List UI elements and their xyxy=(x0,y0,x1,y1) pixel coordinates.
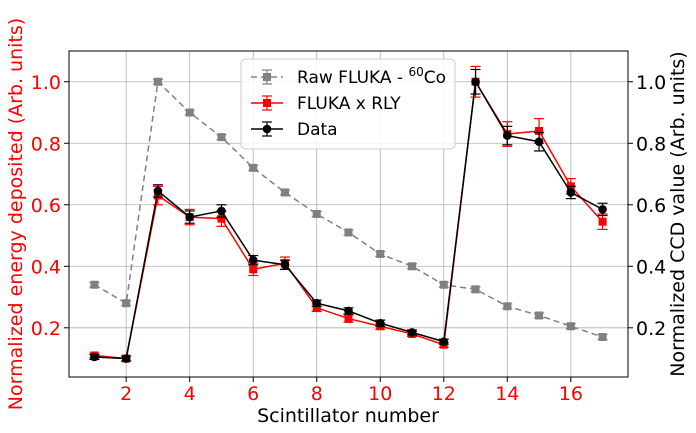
data-point xyxy=(121,354,131,363)
legend-item-2: FLUKA x RLY xyxy=(251,94,401,114)
y-left-tick-label: 0.8 xyxy=(31,133,61,155)
data-point xyxy=(471,285,480,294)
data-point xyxy=(598,205,607,214)
y-right-tick-label: 0.8 xyxy=(636,133,666,155)
data-point xyxy=(439,280,448,289)
data-point xyxy=(312,210,321,218)
data-point xyxy=(344,306,353,316)
x-tick-label: 14 xyxy=(495,383,519,405)
legend-label: FLUKA x RLY xyxy=(297,94,401,114)
data-point xyxy=(312,298,322,308)
x-tick-label: 8 xyxy=(311,383,323,405)
x-axis-label: Scintillator number xyxy=(257,405,439,427)
data-point xyxy=(375,318,385,328)
data-point xyxy=(535,126,544,135)
data-point xyxy=(217,133,226,142)
legend-marker xyxy=(262,124,272,134)
data-point xyxy=(376,249,385,258)
y-left-tick-label: 0.2 xyxy=(31,318,61,340)
data-point xyxy=(249,265,258,274)
data-point xyxy=(439,337,449,346)
legend-box xyxy=(240,58,456,150)
y-right-tick-label: 0.6 xyxy=(636,195,666,217)
y-left-tick-label: 0.4 xyxy=(31,256,61,278)
data-point xyxy=(344,314,353,323)
data-point xyxy=(122,299,131,308)
data-point xyxy=(185,212,194,222)
data-point xyxy=(503,131,512,140)
legend-marker xyxy=(263,99,271,107)
legend-label: Raw FLUKA - 60Co xyxy=(297,65,446,88)
x-tick-label: 2 xyxy=(120,383,132,405)
y-right-tick-label: 1.0 xyxy=(636,72,666,94)
x-tick-label: 10 xyxy=(368,383,392,405)
legend: Raw FLUKA - 60Co FLUKA x RLY Data xyxy=(240,58,456,150)
y-right-tick-label: 0.2 xyxy=(636,318,666,340)
data-point xyxy=(534,137,544,147)
data-point xyxy=(312,303,321,312)
y-axis-left-label: Normalized energy deposited (Arb. units) xyxy=(5,18,27,410)
data-point xyxy=(471,77,480,87)
x-tick-label: 4 xyxy=(184,383,196,405)
y-left-tick-label: 1.0 xyxy=(31,72,61,94)
data-point xyxy=(598,333,607,342)
data-point xyxy=(535,311,544,320)
series-layer xyxy=(89,65,608,363)
data-point xyxy=(566,322,575,331)
tick-layer: 2 4 6 8 10 12 14 16 0.2 0.2 0.4 0.4 0.6 0.6 0.8 0.8 1.0 1… xyxy=(31,72,666,405)
data-point xyxy=(185,108,194,117)
series-3 xyxy=(89,68,608,363)
data-point xyxy=(217,214,226,223)
x-tick-label: 16 xyxy=(559,383,583,405)
data-point xyxy=(248,255,258,265)
data-point xyxy=(280,188,289,197)
data-point xyxy=(153,77,162,86)
data-point xyxy=(280,260,290,270)
data-point xyxy=(566,188,576,197)
y-left-tick-label: 0.6 xyxy=(31,195,61,217)
series-1 xyxy=(89,77,608,342)
data-point xyxy=(217,206,226,216)
data-point xyxy=(344,228,353,237)
legend-label: Data xyxy=(297,120,338,140)
data-point xyxy=(407,328,417,337)
y-axis-right-label: Normalized CCD value (Arb. units) xyxy=(667,51,689,376)
data-point xyxy=(598,217,607,226)
data-point xyxy=(90,352,99,362)
plot-frame xyxy=(68,50,629,378)
x-tick-label: 12 xyxy=(432,383,456,405)
y-right-tick-label: 0.4 xyxy=(636,256,666,278)
data-point xyxy=(90,280,99,289)
data-point xyxy=(249,163,258,172)
x-tick-label: 6 xyxy=(247,383,259,405)
legend-marker xyxy=(263,73,271,81)
legend-items: Raw FLUKA - 60Co FLUKA x RLY Data xyxy=(251,65,446,140)
data-point xyxy=(408,262,417,271)
data-point xyxy=(503,302,512,311)
data-point xyxy=(153,186,163,196)
legend-item-3: Data xyxy=(251,120,338,140)
